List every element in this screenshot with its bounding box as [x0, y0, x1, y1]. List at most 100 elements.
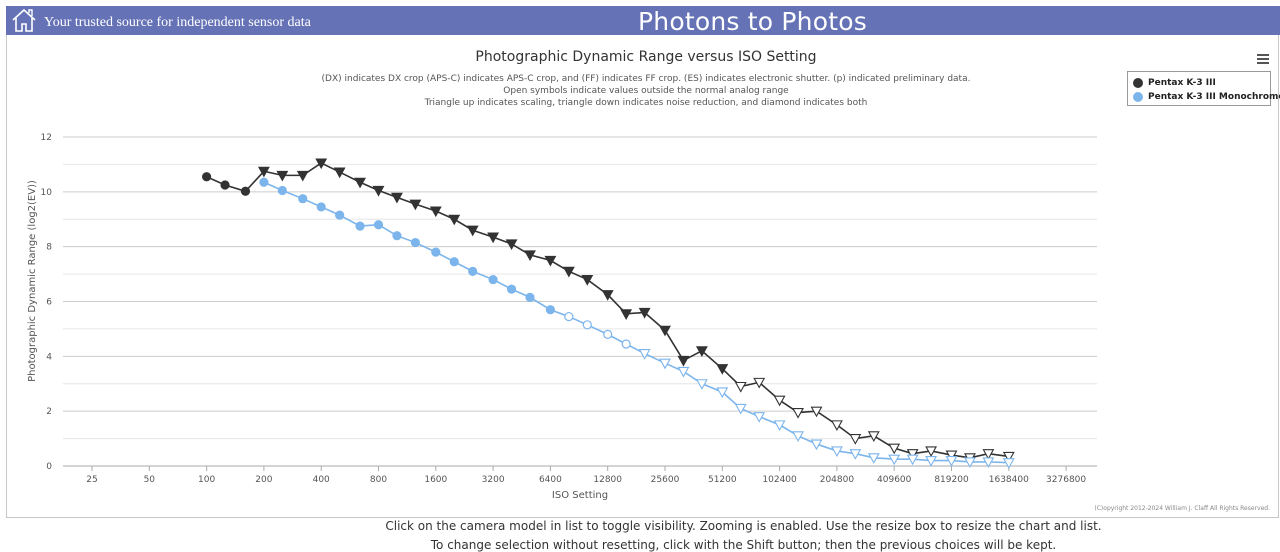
chart-legend: Pentax K-3 III Pentax K-3 III Monochrome [1127, 71, 1280, 106]
data-point-pentax-k3-iii [659, 325, 671, 337]
site-header: Your trusted source for independent sens… [6, 6, 1280, 36]
x-tick-label: 100 [198, 475, 215, 485]
chart-instructions: Click on the camera model in list to tog… [385, 519, 1102, 533]
data-point-pentax-k3-iii-monochrome [525, 292, 535, 302]
x-tick-label: 12800 [593, 475, 622, 485]
data-point-pentax-k3-iii-monochrome [964, 457, 976, 469]
data-point-pentax-k3-iii-monochrome [659, 358, 671, 370]
data-point-pentax-k3-iii [524, 250, 536, 262]
data-point-pentax-k3-iii-monochrome [335, 210, 345, 220]
chart-text: 0 2 4 6 8 10 12 25 50 100 200 400 800 1600 3200 6400 128… [27, 49, 1270, 512]
series-line-pentax-k3-iii [206, 162, 1009, 459]
x-tick-label: 204800 [820, 475, 855, 485]
x-tick-label: 200 [255, 475, 272, 485]
data-point-pentax-k3-iii [220, 180, 230, 190]
data-point-pentax-k3-iii-monochrome [906, 454, 919, 466]
data-point-pentax-k3-iii [810, 406, 823, 418]
data-point-pentax-k3-iii-monochrome [810, 439, 823, 451]
data-point-pentax-k3-iii [601, 290, 614, 301]
data-point-pentax-k3-iii [906, 449, 919, 460]
data-point-pentax-k3-iii [925, 446, 938, 458]
data-point-pentax-k3-iii-monochrome [603, 329, 613, 339]
data-point-pentax-k3-iii-monochrome [867, 453, 880, 464]
data-point-pentax-k3-iii [677, 355, 690, 367]
data-point-pentax-k3-iii [257, 166, 270, 178]
y-tick-label: 2 [46, 407, 52, 417]
data-point-pentax-k3-iii-monochrome [449, 257, 459, 267]
data-point-pentax-k3-iii [333, 167, 346, 179]
data-point-pentax-k3-iii [240, 186, 251, 196]
data-point-pentax-k3-iii-monochrome [734, 403, 747, 415]
data-point-pentax-k3-iii-monochrome [638, 349, 651, 360]
data-point-pentax-k3-iii [830, 420, 843, 432]
home-icon[interactable] [10, 7, 38, 33]
x-axis-title: ISO Setting [552, 490, 608, 501]
legend-item-pentax-k3-iii-monochrome[interactable]: Pentax K-3 III Monochrome [1133, 90, 1280, 103]
data-point-pentax-k3-iii [734, 381, 747, 393]
data-point-pentax-k3-iii-monochrome [373, 220, 384, 230]
data-point-pentax-k3-iii-monochrome [545, 305, 556, 315]
data-point-pentax-k3-iii [581, 275, 594, 286]
data-point-pentax-k3-iii [888, 443, 901, 455]
dynamic-range-chart[interactable]: 0 2 4 6 8 10 12 25 50 100 200 400 800 1600 3200 6400 128… [0, 0, 1280, 518]
y-tick-label: 12 [41, 133, 52, 143]
data-point-pentax-k3-iii-monochrome [277, 185, 287, 196]
x-tick-label: 6400 [539, 475, 562, 485]
chart-container [6, 35, 1279, 518]
y-tick-label: 8 [46, 243, 52, 253]
data-point-pentax-k3-iii-monochrome [945, 455, 958, 467]
data-point-pentax-k3-iii-monochrome [716, 387, 729, 399]
data-point-pentax-k3-iii [354, 177, 366, 189]
y-tick-label: 0 [46, 462, 52, 472]
data-point-pentax-k3-iii-monochrome [849, 449, 862, 460]
data-point-pentax-k3-iii [296, 170, 309, 182]
grid-lines [63, 136, 1097, 467]
data-point-pentax-k3-iii [372, 185, 385, 197]
x-tick-label: 102400 [762, 475, 797, 485]
data-point-pentax-k3-iii-monochrome [773, 420, 786, 432]
x-tick-label: 51200 [708, 475, 737, 485]
data-point-pentax-k3-iii [982, 449, 995, 460]
data-point-pentax-k3-iii-monochrome [355, 221, 365, 231]
x-tick-label: 400 [313, 475, 330, 485]
x-tick-label: 1600 [424, 475, 447, 485]
site-title[interactable]: Photons to Photos [638, 7, 867, 36]
x-tick-label: 1638400 [989, 475, 1029, 485]
chart-title: Photographic Dynamic Range versus ISO Se… [475, 49, 816, 65]
data-point-pentax-k3-iii [638, 307, 651, 319]
data-point-pentax-k3-iii-monochrome [488, 274, 498, 285]
y-tick-label: 4 [46, 352, 52, 362]
data-point-pentax-k3-iii-monochrome [677, 366, 690, 378]
data-point-pentax-k3-iii-monochrome [582, 320, 592, 330]
data-point-pentax-k3-iii-monochrome [392, 231, 402, 241]
y-tick-label: 10 [41, 188, 53, 198]
legend-dot-icon [1133, 91, 1143, 102]
data-point-pentax-k3-iii-monochrome [564, 311, 574, 322]
legend-item-pentax-k3-iii[interactable]: Pentax K-3 III [1133, 76, 1216, 89]
series [202, 158, 1015, 469]
data-point-pentax-k3-iii-monochrome [259, 177, 269, 187]
data-point-pentax-k3-iii [505, 239, 518, 251]
hamburger-menu-icon[interactable] [1256, 52, 1270, 66]
x-tick-label: 3276800 [1046, 475, 1086, 485]
axes [63, 465, 1097, 471]
data-point-pentax-k3-iii-monochrome [695, 379, 708, 390]
data-point-pentax-k3-iii-monochrome [298, 194, 308, 204]
x-tick-label: 3200 [482, 475, 505, 485]
data-point-pentax-k3-iii [276, 170, 289, 182]
data-point-pentax-k3-iii-monochrome [506, 284, 517, 294]
data-point-pentax-k3-iii [945, 450, 958, 462]
data-point-pentax-k3-iii [429, 206, 442, 218]
data-point-pentax-k3-iii-monochrome [468, 266, 478, 276]
data-point-pentax-k3-iii [202, 172, 212, 182]
data-point-pentax-k3-iii [409, 199, 422, 211]
data-point-pentax-k3-iii [391, 192, 403, 204]
data-point-pentax-k3-iii [849, 434, 862, 445]
data-point-pentax-k3-iii [753, 377, 766, 389]
data-point-pentax-k3-iii [487, 232, 500, 244]
data-point-pentax-k3-iii-monochrome [982, 457, 995, 469]
site-tagline: Your trusted source for independent sens… [44, 15, 311, 30]
data-point-pentax-k3-iii-monochrome [753, 412, 766, 423]
data-point-pentax-k3-iii [544, 255, 557, 267]
x-tick-label: 819200 [934, 475, 969, 485]
